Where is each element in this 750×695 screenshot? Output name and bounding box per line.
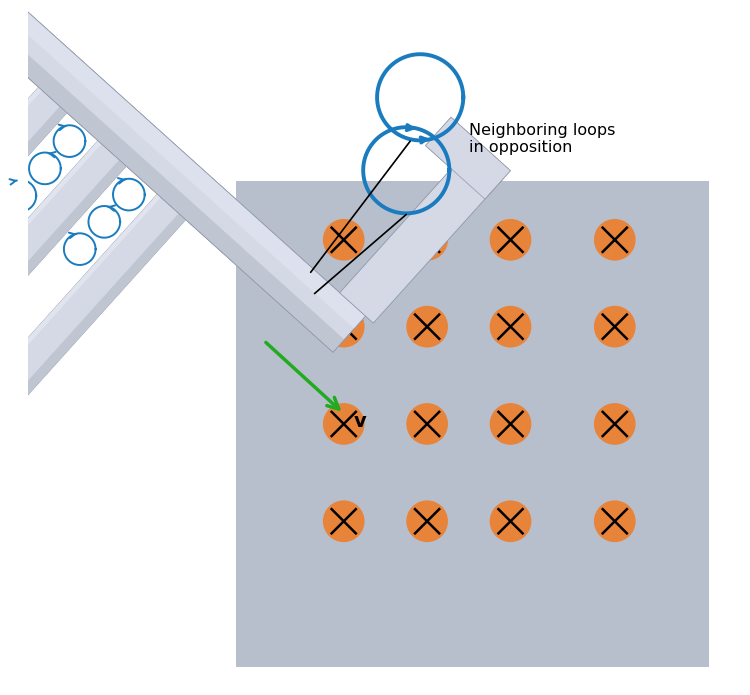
Polygon shape <box>340 148 503 323</box>
Circle shape <box>322 306 364 348</box>
Polygon shape <box>340 148 503 323</box>
Circle shape <box>406 500 448 542</box>
Circle shape <box>322 219 364 261</box>
Polygon shape <box>0 194 161 435</box>
Polygon shape <box>0 0 365 329</box>
Polygon shape <box>0 87 67 350</box>
Polygon shape <box>0 140 101 382</box>
Polygon shape <box>0 0 365 352</box>
Circle shape <box>594 306 635 348</box>
Polygon shape <box>0 0 344 352</box>
Circle shape <box>490 219 531 261</box>
Polygon shape <box>0 194 186 457</box>
Polygon shape <box>0 106 67 350</box>
Circle shape <box>594 403 635 445</box>
Circle shape <box>406 403 448 445</box>
Polygon shape <box>0 213 186 457</box>
Polygon shape <box>425 117 511 199</box>
Polygon shape <box>0 160 126 404</box>
Text: Neighboring loops
in opposition: Neighboring loops in opposition <box>469 123 615 155</box>
Circle shape <box>406 306 448 348</box>
Polygon shape <box>0 33 8 297</box>
Circle shape <box>594 219 635 261</box>
Polygon shape <box>0 140 126 404</box>
Bar <box>236 181 709 667</box>
Text: v: v <box>354 412 367 432</box>
Circle shape <box>594 500 635 542</box>
Circle shape <box>322 403 364 445</box>
Polygon shape <box>0 87 42 328</box>
Circle shape <box>406 219 448 261</box>
Circle shape <box>490 500 531 542</box>
Polygon shape <box>0 0 365 352</box>
Circle shape <box>490 306 531 348</box>
Circle shape <box>490 403 531 445</box>
Circle shape <box>322 500 364 542</box>
Polygon shape <box>425 117 511 199</box>
Polygon shape <box>0 53 8 297</box>
